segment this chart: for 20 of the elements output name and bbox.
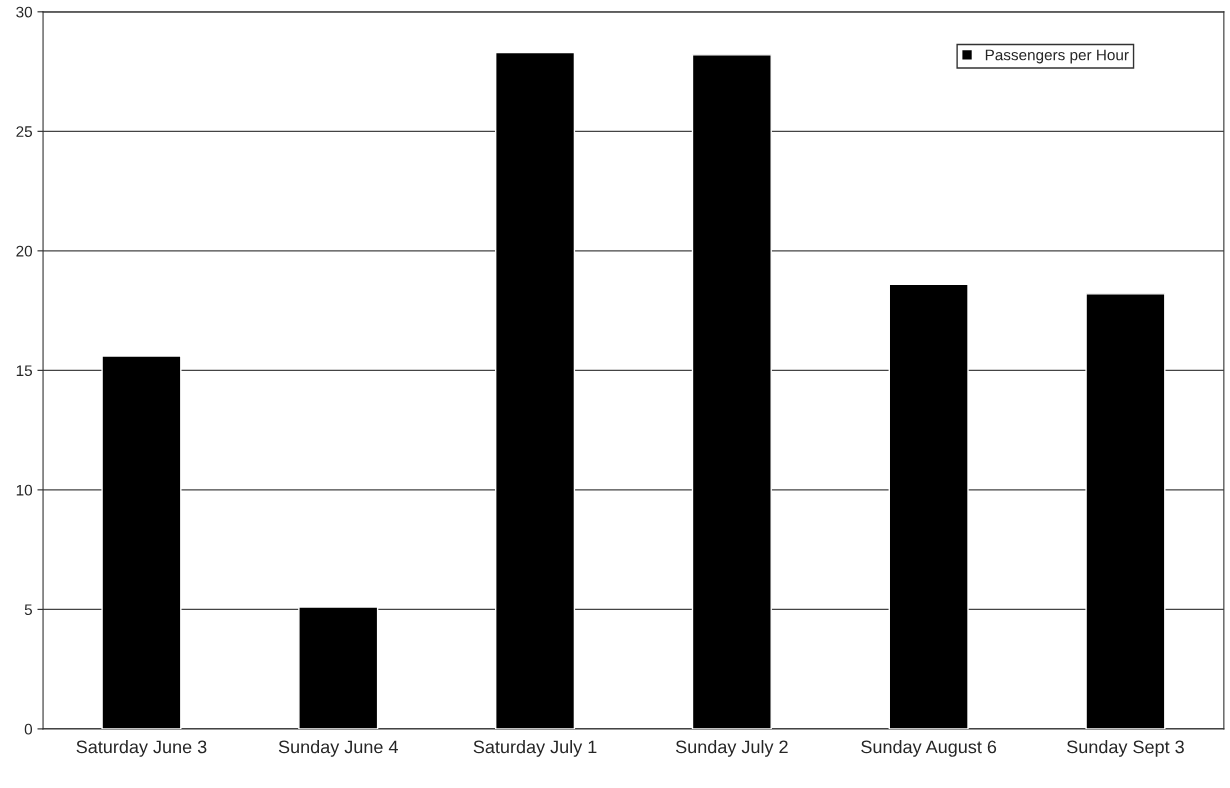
y-tick-label: 10 bbox=[16, 484, 33, 496]
bar bbox=[101, 355, 182, 729]
bar bbox=[888, 283, 969, 729]
x-tick-label: Saturday July 1 bbox=[473, 740, 597, 757]
legend-label: Passengers per Hour bbox=[985, 49, 1129, 64]
x-tick-label: Saturday June 3 bbox=[76, 740, 207, 757]
y-tick-label: 5 bbox=[24, 604, 32, 616]
y-tick-label: 0 bbox=[24, 723, 33, 735]
x-tick-label: Sunday August 6 bbox=[861, 740, 997, 757]
y-tick-label: 25 bbox=[16, 126, 32, 138]
x-tick-label: Sunday June 4 bbox=[278, 740, 398, 757]
bar bbox=[1085, 293, 1166, 729]
y-tick-label: 30 bbox=[16, 6, 33, 18]
y-tick-label: 20 bbox=[16, 245, 33, 257]
x-tick-label: Sunday July 2 bbox=[675, 740, 788, 757]
x-tick-label: Sunday Sept 3 bbox=[1067, 740, 1184, 757]
bar bbox=[494, 51, 576, 729]
bar bbox=[298, 606, 379, 729]
y-tick-label: 15 bbox=[16, 365, 32, 377]
bar bbox=[691, 54, 772, 729]
